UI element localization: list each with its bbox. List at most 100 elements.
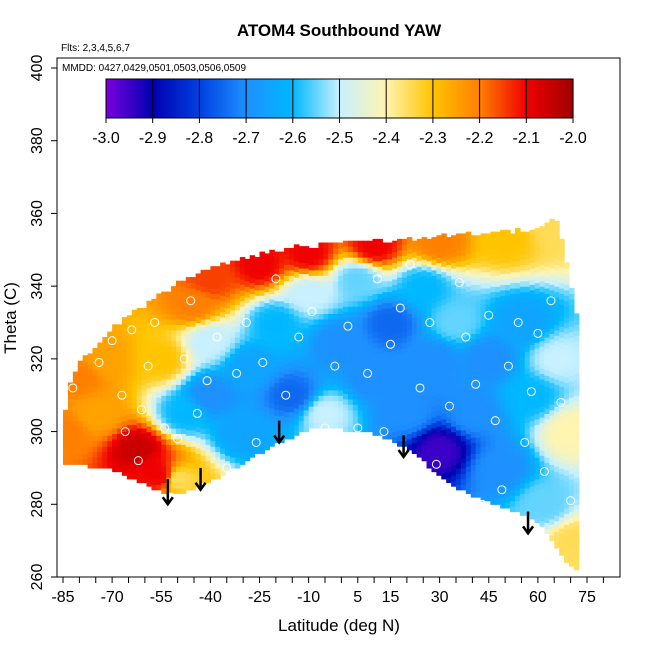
- heatmap-cell: [539, 498, 546, 505]
- colorbar-segment: [446, 79, 450, 118]
- heatmap-cell: [279, 366, 285, 373]
- heatmap-cell: [180, 433, 187, 440]
- heatmap-cell: [392, 409, 398, 416]
- heatmap-cell: [544, 315, 550, 322]
- heatmap-cell: [485, 260, 491, 267]
- heatmap-cell: [230, 282, 236, 289]
- heatmap-cell: [529, 469, 536, 476]
- heatmap-cell: [382, 384, 388, 391]
- heatmap-cell: [456, 397, 462, 404]
- heatmap-cell: [367, 300, 374, 307]
- heatmap-cell: [559, 495, 565, 502]
- heatmap-cell: [195, 420, 202, 427]
- heatmap-cell: [451, 317, 457, 324]
- heatmap-cell: [411, 311, 418, 318]
- heatmap-cell: [126, 418, 133, 425]
- heatmap-cell: [514, 353, 521, 360]
- heatmap-cell: [185, 298, 192, 305]
- heatmap-cell: [465, 384, 472, 391]
- heatmap-cell: [451, 333, 457, 340]
- heatmap-cell: [485, 287, 491, 295]
- heatmap-cell: [564, 518, 570, 525]
- heatmap-cell: [519, 411, 526, 418]
- heatmap-cell: [244, 264, 251, 271]
- heatmap-cell: [529, 507, 536, 514]
- heatmap-cell: [333, 280, 339, 287]
- heatmap-cell: [328, 291, 334, 298]
- heatmap-cell: [392, 360, 398, 367]
- heatmap-cell: [77, 442, 84, 449]
- heatmap-cell: [549, 497, 555, 504]
- heatmap-cell: [544, 407, 550, 414]
- heatmap-cell: [82, 398, 89, 405]
- heatmap-cell: [185, 315, 192, 322]
- heatmap-cell: [441, 282, 447, 289]
- heatmap-cell: [151, 478, 157, 485]
- heatmap-cell: [559, 391, 565, 398]
- heatmap-cell: [180, 286, 187, 293]
- heatmap-cell: [544, 238, 550, 245]
- heatmap-cell: [514, 495, 521, 502]
- heatmap-cell: [308, 318, 315, 325]
- heatmap-cell: [328, 335, 334, 342]
- heatmap-cell: [372, 293, 378, 300]
- heatmap-cell: [382, 258, 388, 265]
- heatmap-cell: [500, 464, 506, 471]
- colorbar-segment: [388, 79, 392, 118]
- heatmap-cell: [500, 393, 506, 400]
- heatmap-cell: [514, 446, 521, 453]
- heatmap-cell: [382, 351, 388, 358]
- heatmap-cell: [406, 422, 413, 429]
- heatmap-cell: [230, 320, 236, 327]
- heatmap-cell: [480, 397, 487, 404]
- heatmap-cell: [387, 335, 393, 342]
- heatmap-cell: [372, 391, 378, 398]
- colorbar-segment: [173, 79, 177, 118]
- heatmap-cell: [465, 286, 472, 293]
- heatmap-cell: [495, 389, 501, 396]
- heatmap-cell: [514, 282, 521, 289]
- heatmap-cell: [524, 400, 531, 407]
- heatmap-cell: [284, 258, 290, 265]
- heatmap-cell: [568, 429, 575, 436]
- heatmap-cell: [382, 357, 388, 364]
- heatmap-cell: [166, 411, 172, 418]
- heatmap-cell: [323, 411, 329, 418]
- heatmap-cell: [451, 475, 457, 482]
- colorbar-segment: [556, 79, 560, 118]
- heatmap-cell: [343, 355, 349, 362]
- heatmap-cell: [161, 449, 167, 456]
- heatmap-cell: [416, 238, 423, 245]
- heatmap-cell: [539, 520, 546, 527]
- heatmap-cell: [475, 480, 482, 487]
- heatmap-cell: [529, 464, 536, 471]
- heatmap-cell: [534, 260, 541, 267]
- heatmap-cell: [510, 358, 516, 365]
- heatmap-cell: [288, 427, 295, 434]
- heatmap-cell: [505, 431, 511, 438]
- heatmap-cell: [200, 329, 207, 336]
- heatmap-cell: [416, 386, 423, 393]
- heatmap-cell: [519, 460, 526, 467]
- heatmap-cell: [338, 389, 344, 396]
- heatmap-cell: [534, 255, 541, 262]
- heatmap-cell: [436, 453, 442, 460]
- heatmap-cell: [156, 326, 162, 333]
- heatmap-cell: [460, 260, 467, 267]
- heatmap-cell: [554, 346, 560, 353]
- heatmap-cell: [544, 244, 550, 251]
- colorbar-segment: [514, 79, 518, 118]
- heatmap-cell: [352, 355, 359, 362]
- heatmap-cell: [82, 409, 89, 416]
- heatmap-cell: [441, 418, 447, 425]
- heatmap-cell: [264, 411, 270, 418]
- heatmap-cell: [284, 400, 290, 407]
- heatmap-cell: [269, 337, 275, 344]
- colorbar-segment: [509, 79, 513, 118]
- heatmap-cell: [451, 322, 457, 329]
- heatmap-cell: [451, 398, 457, 405]
- heatmap-cell: [401, 326, 408, 333]
- heatmap-cell: [485, 380, 491, 387]
- colorbar-segment: [176, 79, 179, 118]
- heatmap-cell: [210, 397, 216, 404]
